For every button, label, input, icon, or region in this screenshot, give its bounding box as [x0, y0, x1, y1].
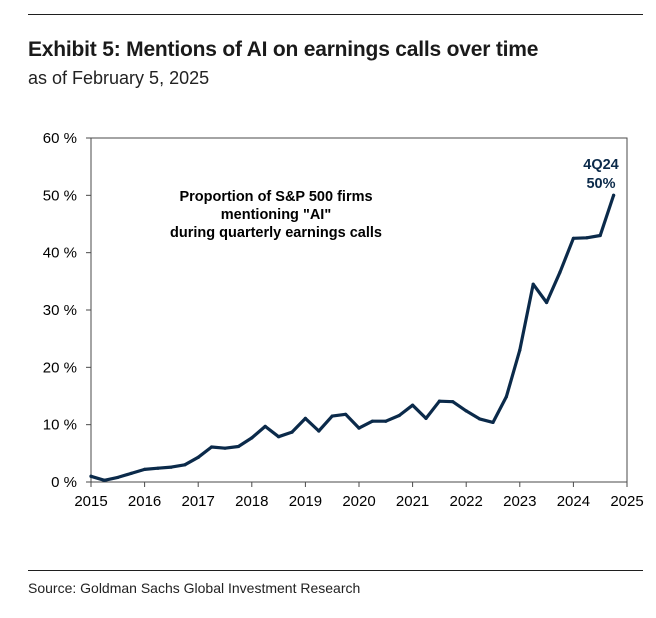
data-point	[411, 403, 415, 407]
annotation-value-label: 50%	[586, 176, 615, 192]
x-tick-label: 2021	[396, 493, 429, 510]
x-tick-label: 2019	[289, 493, 322, 510]
chart-subtitle: as of February 5, 2025	[28, 68, 210, 88]
data-point	[129, 471, 133, 475]
x-tick-label: 2023	[503, 493, 536, 510]
data-point	[357, 426, 361, 430]
y-tick-label: 40 %	[43, 245, 77, 262]
bottom-rule	[28, 570, 643, 571]
data-point	[169, 465, 173, 469]
data-point	[344, 412, 348, 416]
data-point	[317, 429, 321, 433]
data-point	[384, 419, 388, 423]
x-tick-label: 2024	[557, 493, 590, 510]
data-point	[464, 409, 468, 413]
annotation-quarter-label: 4Q24	[583, 157, 618, 173]
data-point	[370, 419, 374, 423]
last-point-annotation: 4Q24 50%	[583, 157, 618, 192]
data-point	[263, 424, 267, 428]
data-point	[545, 300, 549, 305]
data-point	[183, 463, 187, 467]
data-point	[236, 444, 240, 449]
data-point	[598, 233, 602, 238]
data-point	[102, 478, 106, 482]
data-point	[612, 193, 616, 197]
x-tick-label: 2016	[128, 493, 161, 510]
annotation-line-3: during quarterly earnings calls	[170, 225, 382, 241]
data-point	[330, 414, 334, 418]
data-point	[571, 236, 576, 240]
x-tick-label: 2018	[235, 493, 268, 510]
x-tick-label: 2022	[450, 493, 483, 510]
top-rule	[28, 14, 643, 15]
data-point	[116, 475, 120, 480]
data-points	[89, 193, 616, 482]
x-tick-label: 2017	[182, 493, 215, 510]
data-point	[156, 466, 160, 470]
data-point	[290, 430, 294, 434]
data-point	[491, 420, 495, 424]
data-point	[585, 236, 589, 240]
data-point	[437, 399, 441, 403]
annotation-line-2: mentioning "AI"	[221, 207, 331, 223]
data-point	[478, 417, 482, 421]
y-tick-label: 0 %	[51, 474, 77, 491]
x-axis-ticks: 2015 2016 2017 2018 2019 2020 2021 2022 2023 2024…	[74, 482, 644, 510]
data-point	[277, 435, 281, 439]
x-tick-label: 2025	[610, 493, 643, 510]
y-axis-ticks: 0 % 10 % 20 % 30 % 40 % 50 % 60 %	[43, 130, 91, 491]
data-point	[210, 445, 214, 449]
y-tick-label: 10 %	[43, 417, 77, 434]
data-point	[397, 413, 401, 418]
data-point	[223, 446, 227, 450]
x-tick-label: 2020	[342, 493, 375, 510]
y-tick-label: 30 %	[43, 302, 77, 319]
data-point	[518, 348, 522, 352]
y-tick-label: 60 %	[43, 130, 77, 147]
data-point	[196, 455, 200, 459]
data-point	[89, 474, 93, 478]
data-point	[504, 394, 508, 399]
data-point	[451, 400, 455, 404]
series-line	[89, 193, 616, 482]
chart-title: Exhibit 5: Mentions of AI on earnings ca…	[28, 38, 539, 61]
data-point	[303, 416, 307, 420]
annotation-line-1: Proportion of S&P 500 firms	[179, 189, 372, 205]
data-point	[424, 416, 428, 420]
data-point	[143, 467, 147, 471]
x-tick-label: 2015	[74, 493, 107, 510]
y-tick-label: 20 %	[43, 359, 77, 376]
data-point	[250, 436, 254, 440]
source-note: Source: Goldman Sachs Global Investment …	[28, 580, 361, 596]
series-description-annotation: Proportion of S&P 500 firms mentioning "…	[170, 189, 382, 241]
data-point	[558, 270, 562, 274]
y-tick-label: 50 %	[43, 187, 77, 204]
data-point	[531, 282, 535, 286]
